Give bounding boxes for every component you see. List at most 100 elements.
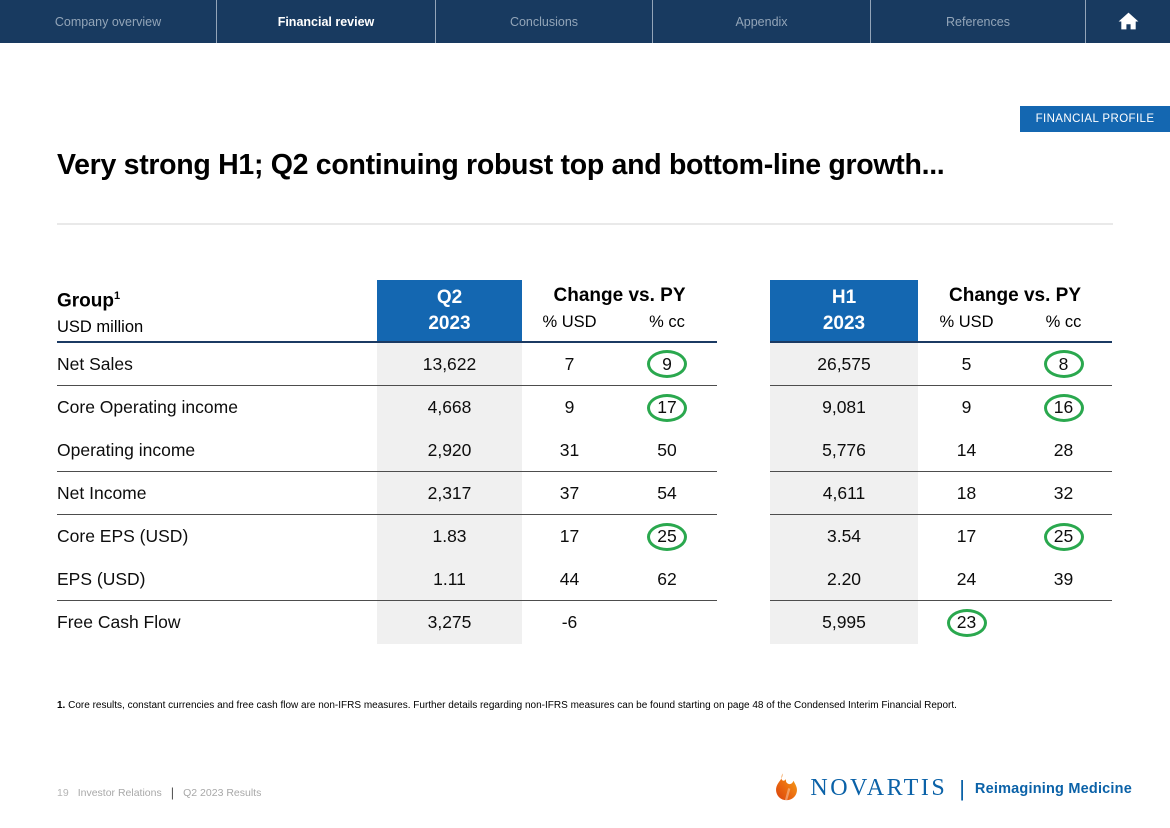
table-row: 26,575 5 8 <box>770 343 1112 386</box>
cell-usd: 23 <box>918 601 1015 644</box>
col-cc-label: % cc <box>1045 313 1082 331</box>
nav-tab-conclusions[interactable]: Conclusions <box>435 0 652 43</box>
row-label: Core EPS (USD) <box>57 526 189 546</box>
novartis-flame-icon <box>773 772 800 805</box>
cell-value: 2,317 <box>377 472 522 514</box>
nav-tab-references[interactable]: References <box>870 0 1085 43</box>
cell-cc <box>617 601 717 644</box>
highlight-circle: 17 <box>647 393 687 422</box>
brand-tagline: Reimagining Medicine <box>974 780 1132 797</box>
cell-value: 13,622 <box>377 343 522 385</box>
highlight-circle: 25 <box>1043 522 1084 551</box>
col-usd-label: % USD <box>542 313 597 331</box>
row-label: Free Cash Flow <box>57 612 181 632</box>
cell-value: 26,575 <box>770 343 918 385</box>
table-h1-header: H1 2023 Change vs. PY % USD % cc <box>770 280 1112 343</box>
cell-value: 1.11 <box>377 558 522 600</box>
table-row: 2.20 24 39 <box>770 558 1112 601</box>
cell-value: 5,995 <box>770 601 918 644</box>
home-icon <box>1116 9 1141 34</box>
cell-cc: 16 <box>1015 386 1112 429</box>
cell-cc: 50 <box>657 439 677 460</box>
table-row: Operating income 2,920 31 50 <box>57 429 717 472</box>
table-row: Net Sales 13,622 7 9 <box>57 343 717 386</box>
cell-usd: 18 <box>956 482 977 503</box>
table-row: Core Operating income 4,668 9 17 <box>57 386 717 429</box>
novartis-wordmark: NOVARTIS <box>810 775 948 801</box>
nav-tab-appendix[interactable]: Appendix <box>652 0 870 43</box>
footer-meta: 19 Investor Relations | Q2 2023 Results <box>57 785 261 800</box>
cell-usd: 37 <box>559 482 580 503</box>
table-row: Net Income 2,317 37 54 <box>57 472 717 515</box>
group-subtitle: USD million <box>57 318 144 337</box>
home-button[interactable] <box>1085 0 1170 43</box>
row-label: Operating income <box>57 439 196 460</box>
table-row: 9,081 9 16 <box>770 386 1112 429</box>
table-row: EPS (USD) 1.11 44 62 <box>57 558 717 601</box>
page-title: Very strong H1; Q2 continuing robust top… <box>57 149 945 181</box>
cell-cc: 9 <box>617 343 717 385</box>
cell-cc: 17 <box>617 386 717 429</box>
cell-value: 4,668 <box>377 386 522 429</box>
table-row: 5,995 23 <box>770 601 1112 644</box>
footer-label: Q2 2023 Results <box>183 786 262 799</box>
cell-usd: 17 <box>956 526 977 546</box>
cell-usd: 44 <box>559 568 580 589</box>
table-q2: Group1 USD million Q2 2023 Change vs. PY … <box>57 280 717 644</box>
table-row: Free Cash Flow 3,275 -6 <box>57 601 717 644</box>
cell-cc: 25 <box>617 515 717 558</box>
cell-cc <box>1015 601 1112 644</box>
col-cc-label: % cc <box>649 313 685 331</box>
cell-cc: 8 <box>1015 343 1112 385</box>
period-box-h1: H1 2023 <box>770 280 918 341</box>
footer-label: Investor Relations <box>77 786 162 799</box>
group-title: Group1 <box>57 290 121 312</box>
group-header: Group1 USD million <box>57 283 143 340</box>
title-divider <box>57 223 1113 225</box>
novartis-logo: NOVARTIS | Reimagining Medicine <box>773 772 1132 805</box>
cell-value: 1.83 <box>377 515 522 558</box>
row-label: Net Income <box>57 482 147 503</box>
cell-value: 5,776 <box>770 429 918 471</box>
footnote-ref: 1 <box>114 290 121 302</box>
table-q2-body: Net Sales 13,622 7 9 Core Operating income 4,… <box>57 343 717 644</box>
cell-cc: 39 <box>1053 568 1074 589</box>
footer-separator: | <box>170 785 175 800</box>
highlight-circle: 25 <box>647 522 687 551</box>
footnote: 1. Core results, constant currencies and… <box>57 700 957 711</box>
cell-usd: 31 <box>559 439 580 460</box>
table-q2-header: Group1 USD million Q2 2023 Change vs. PY … <box>57 280 717 343</box>
table-row: 5,776 14 28 <box>770 429 1112 472</box>
cell-value: 3.54 <box>770 515 918 558</box>
table-row: Core EPS (USD) 1.83 17 25 <box>57 515 717 558</box>
cell-value: 2.20 <box>770 558 918 600</box>
top-navigation: Company overview Financial review Conclu… <box>0 0 1170 43</box>
row-label: Net Sales <box>57 353 133 374</box>
table-h1-body: 26,575 5 8 9,081 9 16 5,776 14 28 4,611 18 32 3.54 17… <box>770 343 1112 644</box>
highlight-circle: 9 <box>647 350 687 378</box>
page-number: 19 <box>57 786 69 799</box>
cell-usd: -6 <box>561 612 578 632</box>
row-label: EPS (USD) <box>57 568 146 589</box>
highlight-circle: 16 <box>1043 393 1084 422</box>
section-badge: FINANCIAL PROFILE <box>1020 106 1170 132</box>
cell-usd: 5 <box>961 353 972 374</box>
change-header-h1: Change vs. PY % USD % cc <box>918 283 1112 335</box>
cell-value: 2,920 <box>377 429 522 471</box>
cell-usd: 14 <box>956 439 977 460</box>
row-label: Core Operating income <box>57 397 238 417</box>
nav-tab-financial-review[interactable]: Financial review <box>216 0 435 43</box>
highlight-circle: 8 <box>1043 350 1084 378</box>
change-header-q2: Change vs. PY % USD % cc <box>522 283 717 335</box>
cell-cc: 32 <box>1053 482 1074 503</box>
cell-usd: 17 <box>559 526 580 546</box>
brand-separator: | <box>959 775 965 801</box>
nav-tab-company-overview[interactable]: Company overview <box>54 14 162 29</box>
cell-value: 9,081 <box>770 386 918 429</box>
cell-cc: 28 <box>1053 439 1074 460</box>
table-h1: H1 2023 Change vs. PY % USD % cc 26,575 5 8… <box>770 280 1112 644</box>
table-row: 3.54 17 25 <box>770 515 1112 558</box>
cell-value: 4,611 <box>770 472 918 514</box>
cell-cc: 25 <box>1015 515 1112 558</box>
